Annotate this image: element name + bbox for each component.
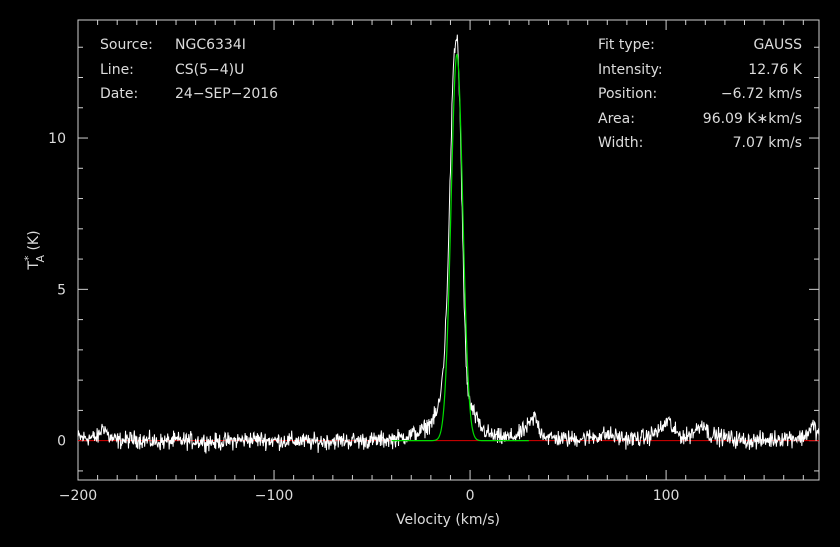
- info-key: Line:: [100, 61, 134, 78]
- x-tick-label: −200: [59, 488, 97, 504]
- info-value: 7.07 km/s: [732, 135, 802, 151]
- info-key: Position:: [598, 86, 658, 102]
- info-value: 96.09 K∗km/s: [702, 110, 802, 127]
- info-value: NGC6334I: [175, 37, 246, 53]
- info-row: Position: −6.72 km/s: [598, 82, 802, 107]
- gaussian-fit-line: [391, 53, 529, 442]
- x-axis-label: Velocity (km/s): [396, 512, 500, 528]
- x-axis-ticks: −200 −100 0 100: [59, 20, 804, 504]
- y-axis-label-unit: (K): [26, 230, 42, 255]
- plot-frame: [77, 19, 820, 481]
- y-tick-label: 5: [57, 282, 66, 298]
- y-tick-label: 0: [57, 434, 66, 450]
- series-layer: [77, 34, 820, 454]
- y-axis-label: T*A (K): [22, 230, 47, 270]
- y-tick-label: 10: [48, 131, 66, 147]
- info-value: −6.72 km/s: [720, 86, 802, 102]
- info-row: Width: 7.07 km/s: [598, 131, 802, 156]
- y-axis-label-sub: A: [34, 255, 47, 263]
- info-value: 12.76 K: [748, 61, 802, 78]
- x-tick-label: −100: [255, 488, 293, 504]
- info-key: Source:: [100, 37, 153, 53]
- info-key: Width:: [598, 135, 644, 151]
- info-row: Date: 24−SEP−2016: [100, 82, 278, 107]
- x-tick-label: 100: [653, 488, 680, 504]
- info-value: CS(5−4)U: [175, 61, 245, 78]
- info-panel-right: Fit type: GAUSS Intensity: 12.76 K Position:…: [598, 33, 802, 156]
- info-row: Area: 96.09 K∗km/s: [598, 107, 802, 132]
- info-value: GAUSS: [753, 37, 802, 53]
- y-axis-label-main: T: [26, 261, 42, 271]
- info-key: Area:: [598, 110, 635, 127]
- y-axis-label-sup: *: [22, 255, 35, 261]
- info-key: Intensity:: [598, 61, 663, 78]
- spectrum-line: [77, 34, 820, 454]
- info-value: 24−SEP−2016: [175, 86, 279, 102]
- info-row: Fit type: GAUSS: [598, 33, 802, 58]
- info-key: Date:: [100, 86, 139, 102]
- info-key: Fit type:: [598, 37, 655, 53]
- info-row: Intensity: 12.76 K: [598, 58, 802, 83]
- info-row: Source: NGC6334I: [100, 33, 278, 58]
- info-row: Line: CS(5−4)U: [100, 58, 278, 83]
- x-tick-label: 0: [466, 488, 475, 504]
- info-panel-left: Source: NGC6334I Line: CS(5−4)U Date: 24−SEP−…: [100, 33, 278, 107]
- y-axis-ticks: 0 5 10: [48, 46, 819, 472]
